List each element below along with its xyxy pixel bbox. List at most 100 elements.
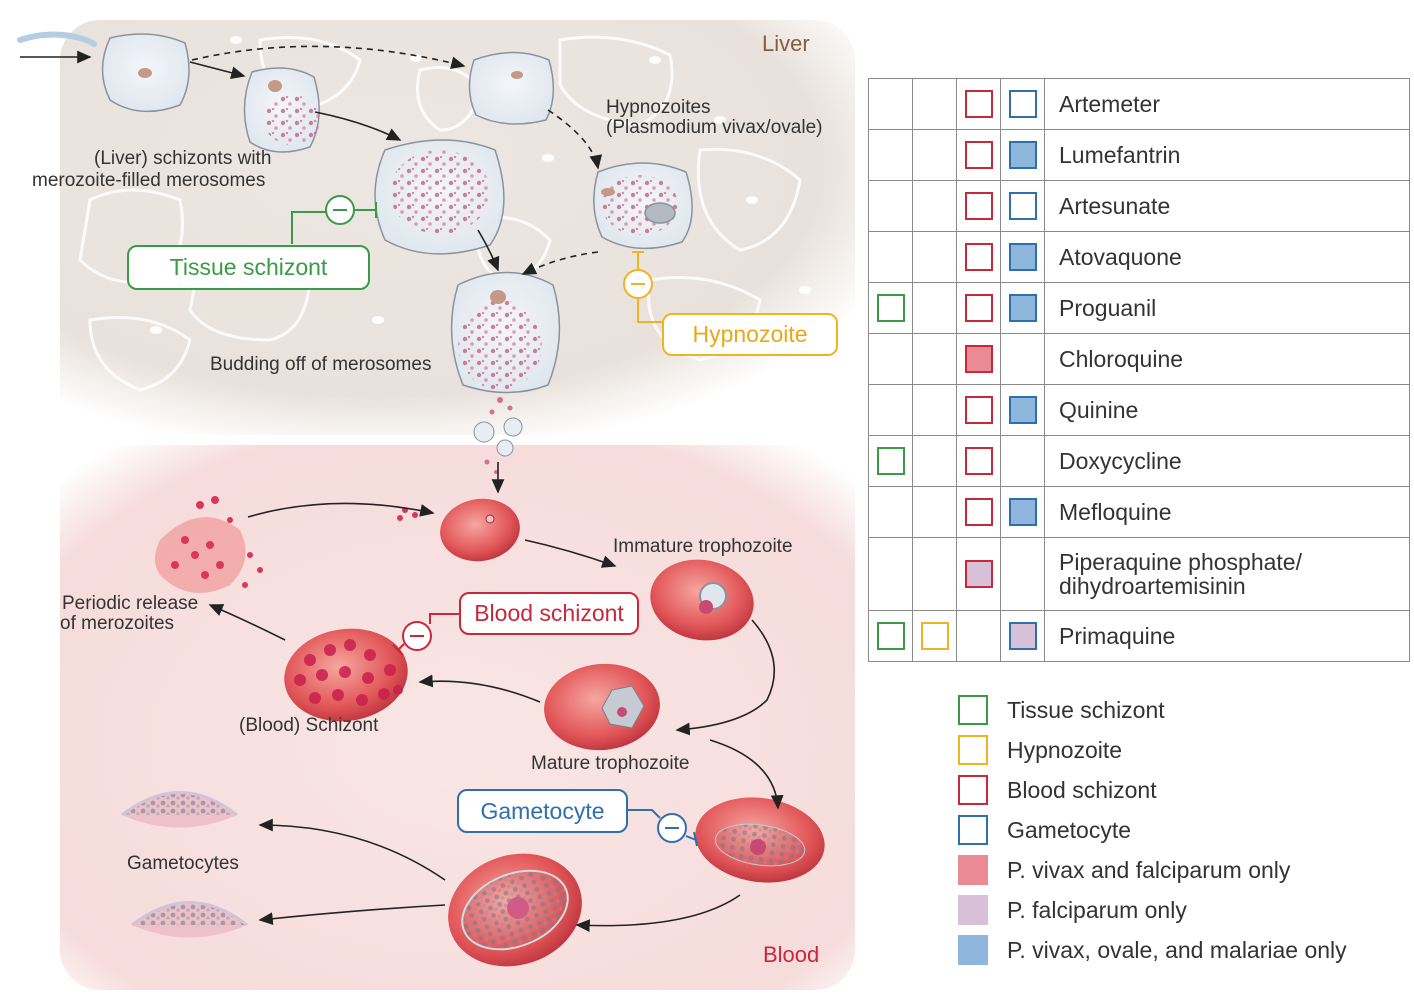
target-marker	[964, 396, 993, 424]
gametocytes-free	[121, 791, 248, 938]
drug-name: Lumefantrin	[1044, 129, 1410, 181]
drug-name: Piperaquine phosphate/dihydroartemisinin	[1044, 537, 1410, 611]
legend-item: Blood schizont	[958, 770, 1347, 810]
drug-cell	[956, 129, 1001, 181]
target-marker	[1008, 243, 1037, 271]
drug-name: Atovaquone	[1044, 231, 1410, 283]
legend-swatch	[958, 935, 988, 965]
drug-cell	[912, 610, 957, 662]
drug-cell	[912, 282, 957, 334]
legend-swatch	[958, 855, 988, 885]
drug-cell	[912, 435, 957, 487]
drug-cell	[912, 384, 957, 436]
target-marker	[964, 345, 993, 373]
budding-label: Budding off of merosomes	[210, 354, 432, 375]
rbc-merozoite	[440, 498, 520, 562]
drug-cell	[868, 537, 913, 611]
drug-cell	[912, 486, 957, 538]
blood-schizont-cell-label: (Blood) Schizont	[239, 715, 379, 736]
drug-row: Chloroquine	[868, 333, 1410, 385]
drug-row: Quinine	[868, 384, 1410, 436]
drug-row: Lumefantrin	[868, 129, 1410, 181]
legend-label: Gametocyte	[1007, 816, 1131, 843]
target-marker	[964, 141, 993, 169]
drug-cell	[956, 333, 1001, 385]
drug-cell	[956, 180, 1001, 232]
drug-row: Artesunate	[868, 180, 1410, 232]
target-marker	[1008, 192, 1037, 220]
legend-item: Gametocyte	[958, 810, 1347, 850]
target-marker	[920, 622, 949, 650]
drug-cell	[956, 78, 1001, 130]
drug-row: Doxycycline	[868, 435, 1410, 487]
liver-region-label: Liver	[762, 31, 810, 56]
immature-trophozoite-label: Immature trophozoite	[613, 536, 793, 557]
drug-cell	[956, 435, 1001, 487]
drug-cell	[1000, 78, 1045, 130]
drug-cell	[868, 129, 913, 181]
drug-cell	[912, 180, 957, 232]
drug-name-line2: dihydroartemisinin	[1059, 573, 1246, 599]
drug-cell	[1000, 435, 1045, 487]
drug-cell	[1000, 537, 1045, 611]
legend-label: P. vivax and falciparum only	[1007, 856, 1291, 883]
drug-cell	[912, 537, 957, 611]
drug-cell	[868, 282, 913, 334]
mature-trophozoite-label: Mature trophozoite	[531, 753, 690, 774]
legend-swatch	[958, 775, 988, 805]
legend-swatch	[958, 895, 988, 925]
liver-cell-hypnozoite-path	[468, 51, 555, 125]
drug-cell	[956, 537, 1001, 611]
blood-schizont-inhibitor	[392, 613, 460, 656]
target-marker	[964, 90, 993, 118]
drug-cell	[912, 129, 957, 181]
drug-row: Mefloquine	[868, 486, 1410, 538]
legend-item: P. vivax, ovale, and malariae only	[958, 930, 1347, 970]
drug-name: Chloroquine	[1044, 333, 1410, 385]
drug-name: Artemeter	[1044, 78, 1410, 130]
drug-name-line1: Piperaquine phosphate/	[1059, 549, 1302, 575]
blood-region-label: Blood	[763, 942, 820, 967]
drug-row: Primaquine	[868, 610, 1410, 662]
legend-label: Tissue schizont	[1007, 696, 1165, 723]
drug-cell	[868, 333, 913, 385]
liver-schizonts-label-line1: (Liver) schizonts with	[94, 148, 272, 169]
drug-cell	[956, 231, 1001, 283]
drug-cell	[956, 486, 1001, 538]
sporozoite	[17, 31, 97, 47]
target-marker	[964, 294, 993, 322]
legend-swatch	[958, 735, 988, 765]
target-marker	[1008, 396, 1037, 424]
target-marker	[1008, 294, 1037, 322]
gametocytes-label: Gametocytes	[127, 853, 239, 874]
gametocyte-target: Gametocyte	[457, 789, 628, 833]
hypnozoite-inhibitor	[623, 251, 664, 323]
legend-swatch	[958, 815, 988, 845]
drug-cell	[1000, 486, 1045, 538]
legend-item: Tissue schizont	[958, 690, 1347, 730]
drug-cell	[1000, 180, 1045, 232]
target-marker	[1008, 90, 1037, 118]
legend-item: P. falciparum only	[958, 890, 1347, 930]
drug-cell	[912, 333, 957, 385]
drug-name: Artesunate	[1044, 180, 1410, 232]
drug-cell	[912, 78, 957, 130]
blood-schizont-target: Blood schizont	[459, 592, 639, 635]
target-marker	[964, 498, 993, 526]
target-marker	[1008, 141, 1037, 169]
drug-cell	[868, 180, 913, 232]
target-marker	[1008, 498, 1037, 526]
drug-cell	[1000, 129, 1045, 181]
drug-cell	[1000, 384, 1045, 436]
drug-cell	[868, 384, 913, 436]
drug-name: Mefloquine	[1044, 486, 1410, 538]
drug-cell	[1000, 231, 1045, 283]
drug-row: Atovaquone	[868, 231, 1410, 283]
legend-label: P. vivax, ovale, and malariae only	[1007, 936, 1347, 963]
target-marker	[876, 294, 905, 322]
hypnozoites-label-line2: (Plasmodium vivax/ovale)	[606, 117, 823, 138]
drug-cell	[956, 282, 1001, 334]
drug-name: Quinine	[1044, 384, 1410, 436]
drug-cell	[956, 610, 1001, 662]
target-marker	[964, 447, 993, 475]
